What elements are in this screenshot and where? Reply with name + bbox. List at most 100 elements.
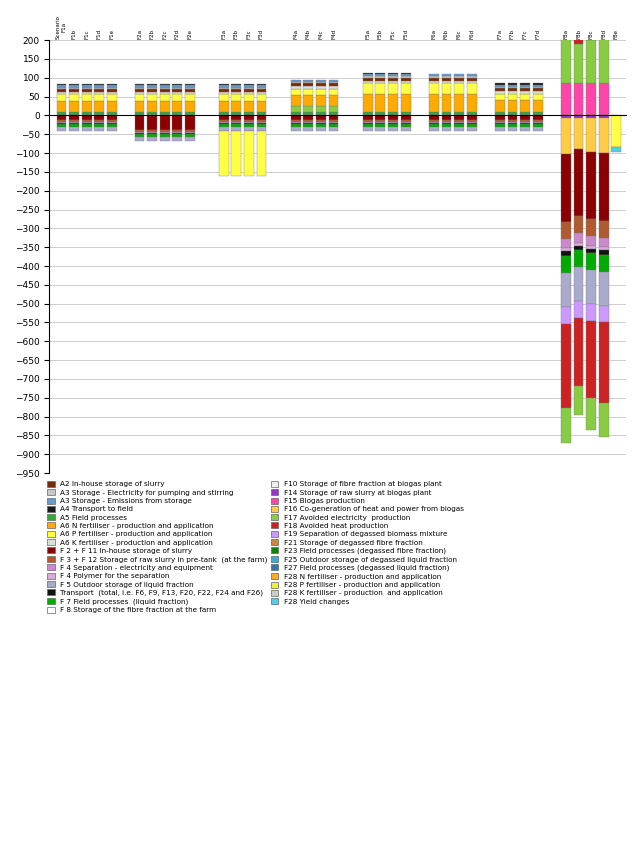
Bar (520, 84, 530, 85)
Bar (231, 120, 241, 122)
Bar (256, 94, 267, 101)
Bar (508, 88, 517, 92)
Bar (329, 84, 338, 86)
Bar (587, 16, 596, 40)
Bar (256, 120, 267, 122)
Bar (94, 92, 104, 94)
Text: F8a: F8a (563, 29, 569, 40)
Bar (107, 124, 117, 128)
Bar (219, 101, 229, 111)
Bar (388, 81, 398, 83)
Bar (244, 122, 254, 123)
Bar (599, 271, 609, 306)
Bar (69, 101, 79, 111)
Bar (94, 128, 104, 131)
Bar (495, 87, 505, 88)
Bar (429, 120, 438, 122)
Bar (291, 128, 301, 131)
Bar (303, 89, 313, 96)
Bar (401, 122, 410, 123)
Text: F6a: F6a (431, 29, 437, 40)
Bar (244, 128, 254, 131)
Bar (172, 130, 182, 131)
Bar (135, 86, 144, 87)
Bar (256, 116, 267, 120)
Bar (329, 124, 338, 128)
Bar (599, 84, 609, 116)
Bar (561, 10, 571, 36)
Bar (363, 128, 372, 131)
Bar (454, 120, 464, 122)
Text: F6d: F6d (469, 29, 474, 40)
Bar (107, 94, 117, 101)
Bar (303, 84, 313, 86)
Bar (329, 82, 338, 84)
Bar (231, 94, 241, 101)
Bar (587, 398, 596, 430)
Bar (56, 128, 67, 131)
Bar (172, 92, 182, 94)
Bar (454, 111, 464, 116)
Text: F8d: F8d (601, 29, 606, 40)
Bar (219, 86, 229, 87)
Bar (376, 124, 385, 128)
Bar (231, 116, 241, 120)
Bar (303, 124, 313, 128)
Bar (107, 120, 117, 122)
Bar (495, 100, 505, 111)
Bar (363, 111, 372, 116)
Bar (376, 74, 385, 76)
Bar (160, 101, 170, 111)
Bar (363, 76, 372, 78)
Bar (256, 128, 267, 131)
Bar (574, 301, 583, 318)
Bar (587, 219, 596, 236)
Bar (172, 111, 182, 116)
Bar (467, 116, 476, 120)
Bar (135, 131, 144, 133)
Bar (363, 93, 372, 111)
Bar (56, 101, 67, 111)
Bar (135, 89, 144, 92)
Bar (442, 93, 451, 111)
Bar (82, 116, 92, 120)
Bar (401, 73, 410, 74)
Bar (135, 130, 144, 131)
Bar (587, 118, 596, 151)
Bar (316, 82, 326, 84)
Bar (56, 111, 67, 116)
Bar (574, 385, 583, 415)
Bar (429, 74, 438, 76)
Bar (256, 131, 267, 176)
Text: F3b: F3b (234, 29, 238, 40)
Bar (429, 128, 438, 131)
Bar (533, 111, 543, 116)
Bar (135, 94, 144, 101)
Bar (69, 92, 79, 94)
Bar (303, 111, 313, 116)
Bar (82, 101, 92, 111)
Bar (147, 87, 157, 89)
Bar (291, 89, 301, 96)
Bar (388, 111, 398, 116)
Bar (107, 128, 117, 131)
Bar (316, 111, 326, 116)
Text: F2a: F2a (137, 29, 142, 40)
Bar (376, 122, 385, 123)
Bar (599, 39, 609, 84)
Bar (160, 134, 170, 137)
Bar (135, 84, 144, 86)
Bar (107, 87, 117, 89)
Text: F1c: F1c (84, 29, 89, 40)
Bar (147, 134, 157, 137)
Bar (467, 83, 476, 93)
Bar (401, 78, 410, 81)
Bar (495, 120, 505, 122)
Bar (303, 116, 313, 120)
Bar (454, 124, 464, 128)
Bar (303, 86, 313, 89)
Bar (329, 120, 338, 122)
Bar (574, 20, 583, 23)
Bar (561, 7, 571, 10)
Bar (599, 322, 609, 403)
